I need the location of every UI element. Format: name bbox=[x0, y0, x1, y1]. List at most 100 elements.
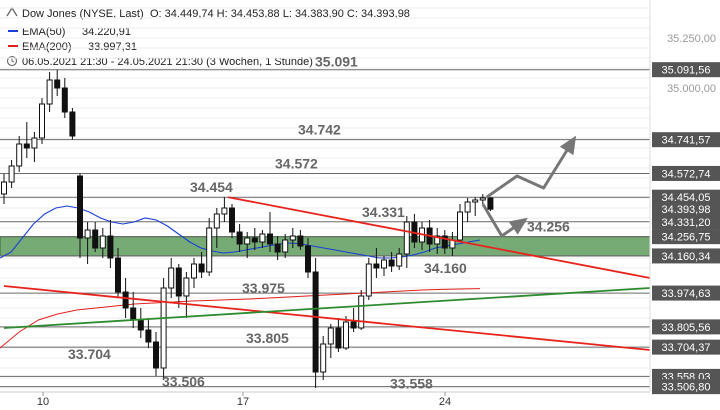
candle-body bbox=[191, 263, 197, 279]
level-tag-bg bbox=[652, 132, 720, 148]
bullish-arrow-head bbox=[559, 135, 577, 156]
candle bbox=[259, 230, 266, 248]
current-price-tag-bg bbox=[652, 201, 720, 217]
candle bbox=[441, 230, 448, 254]
candle-body bbox=[175, 267, 182, 297]
candle-body bbox=[487, 197, 494, 210]
candle bbox=[434, 228, 441, 254]
candle-body bbox=[99, 235, 106, 249]
ema50-legend: EMA(50) 34.220,91 bbox=[8, 26, 131, 38]
level-tag: 35.091,56 bbox=[662, 65, 711, 77]
candle-body bbox=[441, 235, 448, 249]
level-annotation: 33.975 bbox=[242, 280, 285, 296]
candle bbox=[175, 264, 182, 308]
candle-body bbox=[221, 207, 228, 215]
uptrend-trendline bbox=[3, 287, 651, 329]
candle-body bbox=[130, 307, 137, 321]
bullish-arrow bbox=[485, 138, 576, 199]
candle-body bbox=[92, 229, 99, 249]
level-annotation: 33.704 bbox=[68, 346, 111, 362]
candle-body bbox=[46, 79, 53, 105]
level-tag: 33.805,56 bbox=[662, 322, 711, 334]
candle bbox=[396, 248, 403, 270]
clock-icon bbox=[6, 55, 18, 67]
level-tag-bg bbox=[652, 214, 720, 230]
candle bbox=[335, 318, 342, 352]
candle-body bbox=[153, 341, 159, 369]
candle bbox=[99, 228, 106, 258]
x-tick-label: 24 bbox=[439, 396, 451, 408]
candle bbox=[297, 230, 304, 250]
candle-body bbox=[77, 175, 83, 239]
plot-area: 35.091 34.742 34.572 34.454 34.331 34.256 34.1… bbox=[0, 7, 651, 391]
candle-body bbox=[8, 165, 15, 183]
level-tag: 34.572,74 bbox=[662, 168, 711, 180]
ema50-swatch bbox=[8, 30, 18, 32]
y-tick-label: 35.250,00 bbox=[667, 33, 716, 45]
candle-body bbox=[358, 295, 365, 329]
ohlc-values: O: 34.449,74 H: 34.453,88 L: 34.383,90 C… bbox=[150, 8, 410, 20]
candle-body bbox=[244, 237, 251, 245]
candle bbox=[31, 132, 38, 162]
level-tag-bg bbox=[652, 248, 720, 264]
candle bbox=[23, 122, 30, 158]
candle bbox=[327, 324, 334, 358]
candle bbox=[54, 69, 61, 96]
candle bbox=[61, 78, 68, 118]
x-tick-label: 10 bbox=[37, 396, 49, 408]
level-tag: 34.331,20 bbox=[662, 217, 711, 229]
x-tick-label: 17 bbox=[237, 396, 249, 408]
level-tag: 33.506,80 bbox=[662, 382, 711, 394]
candle-body bbox=[69, 111, 76, 137]
candle bbox=[274, 236, 281, 260]
candle bbox=[46, 72, 53, 112]
candle-body bbox=[472, 199, 479, 203]
candle-body bbox=[479, 197, 486, 201]
candle-body bbox=[327, 327, 334, 345]
candle bbox=[464, 198, 471, 222]
candle bbox=[267, 212, 273, 252]
candle bbox=[236, 224, 243, 252]
candle-body bbox=[229, 207, 235, 233]
ema200-label: EMA(200) bbox=[22, 41, 72, 53]
candle-body bbox=[434, 235, 441, 245]
candle bbox=[16, 136, 23, 172]
candle bbox=[229, 204, 235, 238]
clock-hands bbox=[11, 58, 15, 63]
candle bbox=[305, 238, 311, 278]
candle bbox=[312, 258, 319, 388]
candle-body bbox=[388, 259, 395, 267]
level-annotation: 33.558 bbox=[390, 375, 433, 391]
candle bbox=[251, 228, 258, 250]
level-annotation: 34.256 bbox=[527, 219, 570, 235]
candle bbox=[160, 278, 167, 380]
chart-header: Dow Jones (NYSE, Last) O: 34.449,74 H: 3… bbox=[6, 6, 410, 68]
candle-body bbox=[115, 257, 121, 293]
candle bbox=[320, 336, 327, 380]
candle-body bbox=[297, 235, 304, 247]
level-tag-bg bbox=[652, 379, 720, 395]
downtrend-lower-trendline bbox=[3, 285, 651, 351]
candle bbox=[365, 258, 372, 300]
candle bbox=[343, 316, 349, 350]
candle-body bbox=[198, 263, 205, 273]
candle bbox=[472, 197, 479, 216]
y-tick-label: 35.000,00 bbox=[667, 83, 716, 95]
candle-body bbox=[183, 277, 190, 297]
candle-body bbox=[122, 291, 129, 309]
collapse-icon[interactable] bbox=[6, 6, 18, 17]
level-annotation: 34.572 bbox=[275, 155, 318, 171]
level-tag-bg bbox=[652, 339, 720, 355]
candle bbox=[8, 160, 15, 188]
candle bbox=[183, 272, 190, 318]
candle bbox=[381, 256, 387, 276]
candle bbox=[92, 222, 99, 252]
candle-body bbox=[282, 239, 289, 253]
candle-body bbox=[381, 259, 387, 269]
level-tag: 34.160,34 bbox=[662, 251, 711, 263]
candle-body bbox=[365, 263, 372, 297]
candle-body bbox=[23, 143, 30, 149]
candle bbox=[457, 204, 463, 242]
